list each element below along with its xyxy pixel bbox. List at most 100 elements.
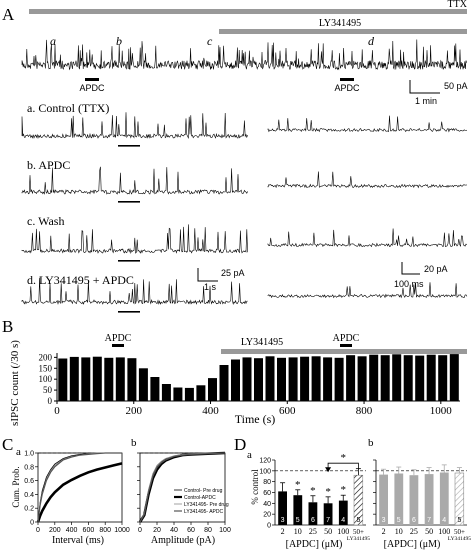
scale-top-x: 1 min <box>415 96 437 106</box>
cdf-legend-label: LY341495- Pre drug <box>184 502 229 508</box>
interval-cdf-chart: 0 200 400 600 800 1000 0 0.2 0.4 0.6 0.8 1.0 <box>24 451 130 535</box>
cdf-y-tick-label: 0.2 <box>24 506 34 513</box>
cdf-y-tick-label: 0.4 <box>24 492 34 499</box>
d-n-label: 5 <box>457 517 461 524</box>
b-bar <box>357 356 367 401</box>
cdf-series-line <box>37 452 122 523</box>
b-y-tick-label: 100 <box>39 374 53 384</box>
scale-bar-top <box>409 80 440 94</box>
sweep-traces <box>21 112 468 313</box>
sweep-trace-right-apdc <box>267 171 468 189</box>
d-bar <box>409 475 419 525</box>
amplitude-cdf-chart: 0 20 40 60 80 100 <box>137 451 231 534</box>
panel-a-letter: A <box>2 5 15 24</box>
b-x-tick-label: 1000 <box>430 405 453 417</box>
sweep-trace-left-wash <box>21 224 248 254</box>
b-bar <box>300 356 310 401</box>
sweep-expand-bracket-control <box>118 145 140 147</box>
panel-b-xlabel: Time (s) <box>235 412 276 426</box>
panel-c: C a b 0 200 400 600 800 100000.20.40.60.81.0 … <box>2 435 231 546</box>
cdf-y-tick-label: 0.6 <box>24 478 34 485</box>
apdc-label-b2: APDC <box>333 333 360 344</box>
panel-ca-sub: a <box>16 446 21 458</box>
b-bar <box>115 357 125 401</box>
b-y-tick-label: 150 <box>39 363 53 373</box>
panel-cb-xlabel: Amplitude (pA) <box>151 535 215 546</box>
d-x-tick-label: 50+ <box>454 528 465 536</box>
b-bar <box>150 377 160 401</box>
panel-cb-sub: b <box>131 437 137 449</box>
panel-db-xlabel: [APDC] (μM) <box>384 539 441 550</box>
trace-label-control: a. Control (TTX) <box>27 101 109 115</box>
b-bar <box>311 356 321 401</box>
panel-db-sub: b <box>368 437 374 449</box>
ly341495-bar <box>219 29 467 34</box>
ly341495-label-b: LY341495 <box>241 337 283 348</box>
b-bar <box>323 357 333 401</box>
cdf-legend-label: Control-APDC <box>184 495 216 501</box>
d-significance-star: * <box>295 479 301 491</box>
panel-b-ylabel: sIPSC count (/30 s) <box>9 340 21 426</box>
b-bar <box>138 368 148 401</box>
panel-d-letter: D <box>234 435 246 454</box>
d-x-tick-label: 25 <box>309 527 317 536</box>
b-bar <box>438 355 448 401</box>
sweep-expand-bracket-wash <box>118 260 140 262</box>
b-bar <box>380 355 390 401</box>
d-x-tick-label: 2 <box>382 527 386 536</box>
b-bar <box>265 356 275 401</box>
d-n-label: 7 <box>326 517 330 524</box>
d-y-tick-label: 120 <box>259 458 271 465</box>
b-bar <box>369 354 379 401</box>
sweep-expand-bracket-apdc <box>118 201 140 203</box>
d-bar <box>394 473 404 525</box>
cdf-x-tick-label: 600 <box>83 527 95 534</box>
d-significance-star: * <box>341 484 347 496</box>
b-bar <box>346 355 356 401</box>
d-arrowhead <box>325 467 332 473</box>
b-bar <box>254 358 263 401</box>
cdf-y-tick-label: 1.0 <box>24 451 34 458</box>
b-y-tick-label: 0 <box>48 396 53 406</box>
apdc-bar-1 <box>85 78 99 81</box>
cdf-x-tick-label: 40 <box>170 527 178 534</box>
cdf-series-line <box>37 452 122 523</box>
trace-label-apdc: b. APDC <box>27 158 70 172</box>
d-x-tick-label: 100 <box>438 527 450 536</box>
d-y-tick-label: 0 <box>267 523 271 530</box>
long-trace <box>21 39 467 71</box>
d-n-label: 6 <box>412 517 416 524</box>
d-n-label: 3 <box>281 517 285 524</box>
panel-d-ylabel: % control <box>250 469 260 505</box>
d-y-tick-label: 60 <box>263 490 271 497</box>
scale-top-y: 50 pA <box>444 81 468 91</box>
panel-c-ylabel: Cum. Prob. <box>11 466 21 507</box>
b-x-tick-label: 200 <box>126 405 143 417</box>
d-bar <box>278 491 287 525</box>
d-bar <box>323 503 333 525</box>
ttx-label: TTX <box>448 0 468 10</box>
ly341495-label: LY341495 <box>319 18 361 29</box>
d-n-label: 5 <box>397 517 401 524</box>
b-bar <box>219 365 229 401</box>
d-x-tick-label: 10 <box>395 527 403 536</box>
epoch-label-c: c <box>207 34 213 48</box>
cdf-x-tick-label: 1000 <box>114 527 130 534</box>
scale-left-x: 1 s <box>204 282 217 292</box>
cdf-y-tick-label: 0 <box>30 520 34 527</box>
b-bar <box>92 356 102 401</box>
d-x-tick-label: 2 <box>281 527 285 536</box>
d-x-tick-label: 25 <box>410 527 418 536</box>
cdf-legend-label: Control- Pre drug <box>184 488 223 494</box>
b-y-tick-label: 50 <box>43 385 53 395</box>
cdf-x-tick-label: 800 <box>99 527 111 534</box>
b-bar <box>161 384 171 401</box>
scale-bar-right <box>401 262 420 275</box>
ly341495-bar-b <box>221 349 467 354</box>
b-bar <box>104 357 114 401</box>
d-comparison-star: * <box>341 452 347 464</box>
cdf-x-tick-label: 100 <box>219 527 231 534</box>
panel-b: B APDC LY341495 APDC 0 200 400 600 800 1000 05… <box>2 317 467 426</box>
